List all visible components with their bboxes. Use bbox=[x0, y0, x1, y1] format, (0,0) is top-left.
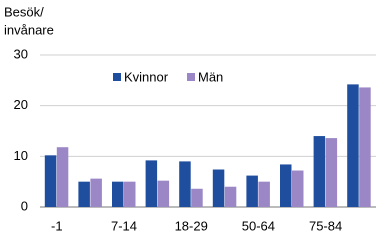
y-axis-label: Besök/ bbox=[4, 4, 44, 19]
y-tick-label: 10 bbox=[14, 148, 28, 163]
bar bbox=[157, 180, 170, 207]
bar bbox=[112, 181, 124, 207]
y-axis-label: invånare bbox=[4, 22, 54, 37]
bar bbox=[124, 181, 136, 207]
bar bbox=[212, 169, 225, 207]
y-tick-label: 20 bbox=[14, 97, 28, 112]
bar bbox=[191, 188, 203, 207]
legend-label: Kvinnor bbox=[124, 69, 169, 84]
x-tick-label: 18-29 bbox=[175, 218, 208, 233]
bar bbox=[224, 186, 237, 207]
x-tick-label: -1 bbox=[51, 218, 63, 233]
x-tick-label: 75-84 bbox=[309, 218, 342, 233]
bar bbox=[280, 164, 292, 207]
bar bbox=[246, 175, 258, 207]
legend-label: Män bbox=[198, 69, 223, 84]
x-tick-label: 7-14 bbox=[111, 218, 137, 233]
bar bbox=[179, 161, 191, 207]
bar bbox=[313, 136, 326, 207]
bar bbox=[292, 170, 304, 207]
bar bbox=[145, 160, 158, 207]
y-tick-label: 0 bbox=[21, 198, 28, 213]
legend-swatch bbox=[113, 73, 121, 81]
bar bbox=[90, 178, 102, 207]
bar bbox=[347, 84, 359, 207]
bar bbox=[78, 181, 90, 207]
bar bbox=[325, 138, 338, 207]
legend-swatch bbox=[187, 73, 195, 81]
y-tick-label: 30 bbox=[14, 46, 28, 61]
bar bbox=[359, 87, 371, 207]
x-tick-label: 50-64 bbox=[242, 218, 275, 233]
bar bbox=[56, 147, 69, 207]
bar bbox=[258, 181, 270, 207]
bar bbox=[44, 155, 57, 207]
